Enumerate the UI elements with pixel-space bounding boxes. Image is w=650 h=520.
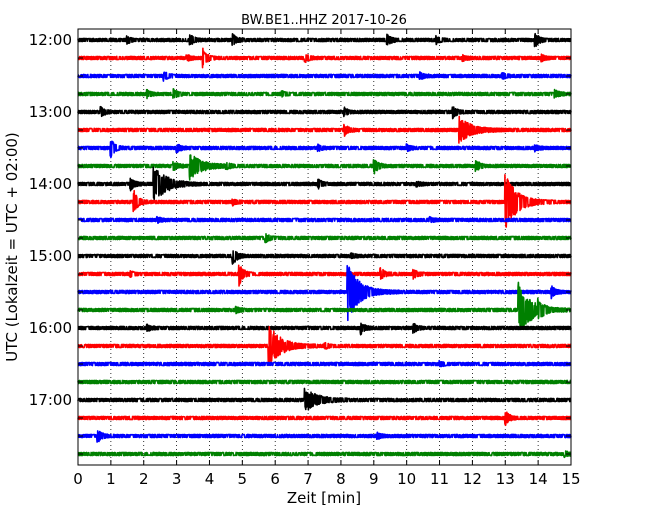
trace-1430 — [77, 215, 572, 224]
trace-1215 — [77, 47, 572, 69]
x-tick-label-14: 14 — [529, 470, 548, 488]
x-tick-label-4: 4 — [205, 470, 215, 488]
trace-1300 — [77, 105, 572, 120]
y-tick-label-1400: 14:00 — [29, 175, 72, 193]
y-tick-label-1700: 17:00 — [29, 391, 72, 409]
x-tick-label-9: 9 — [369, 470, 379, 488]
trace-1415 — [77, 174, 572, 228]
trace-1645 — [77, 379, 572, 385]
trace-1245 — [77, 87, 572, 100]
trace-1445 — [77, 232, 572, 244]
trace-1400 — [77, 166, 572, 201]
trace-1600 — [77, 322, 572, 336]
trace-1345 — [77, 154, 572, 181]
x-tick-label-13: 13 — [496, 470, 515, 488]
trace-1330 — [77, 140, 572, 159]
y-tick-label-1600: 16:00 — [29, 319, 72, 337]
x-tick-label-0: 0 — [73, 470, 83, 488]
trace-1200 — [77, 32, 572, 48]
trace-1315 — [77, 115, 572, 144]
trace-1545 — [77, 281, 572, 330]
trace-group — [77, 32, 572, 459]
trace-1730 — [77, 430, 572, 443]
x-tick-label-2: 2 — [139, 470, 149, 488]
y-axis-label: UTC (Lokalzeit = UTC + 02:00) — [3, 132, 21, 362]
x-tick-label-8: 8 — [336, 470, 346, 488]
trace-1530 — [77, 264, 572, 322]
trace-1230 — [77, 71, 572, 82]
trace-1500 — [77, 250, 572, 265]
x-tick-label-7: 7 — [303, 470, 313, 488]
trace-1630 — [77, 359, 572, 368]
trace-1700 — [77, 387, 572, 411]
y-tick-label-1200: 12:00 — [29, 31, 72, 49]
x-tick-label-6: 6 — [270, 470, 280, 488]
x-tick-label-5: 5 — [238, 470, 248, 488]
trace-1745 — [77, 450, 572, 459]
chart-title: BW.BE1..HHZ 2017-10-26 — [241, 13, 407, 28]
trace-1615 — [77, 325, 572, 367]
x-tick-label-3: 3 — [172, 470, 182, 488]
x-tick-label-12: 12 — [463, 470, 482, 488]
y-tick-label-1500: 15:00 — [29, 247, 72, 265]
x-tick-label-10: 10 — [397, 470, 416, 488]
x-tick-label-11: 11 — [430, 470, 449, 488]
trace-1515 — [77, 264, 572, 287]
x-axis-label: Zeit [min] — [287, 489, 361, 507]
axis-ticks: 0 1 2 3 4 5 6 7 8 9 10 11 12 13 14 1512:0013:0014:0015:… — [29, 29, 581, 488]
trace-1715 — [77, 411, 572, 427]
x-tick-label-15: 15 — [561, 470, 580, 488]
x-tick-label-1: 1 — [106, 470, 116, 488]
y-tick-label-1300: 13:00 — [29, 103, 72, 121]
plot-frame — [77, 28, 572, 466]
grid-lines — [110, 29, 539, 465]
